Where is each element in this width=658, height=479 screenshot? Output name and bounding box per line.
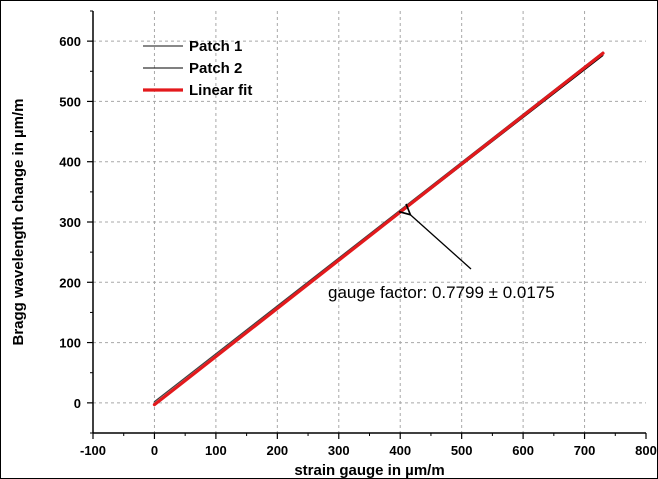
annotation: gauge factor: 0.7799 ± 0.0175: [328, 215, 555, 302]
y-tick-label: 200: [59, 275, 81, 290]
series-line: [152, 51, 605, 407]
x-tick-label: 0: [151, 443, 158, 458]
y-tick-label: 400: [59, 155, 81, 170]
x-tick-label: 800: [635, 443, 657, 458]
y-tick-label: 500: [59, 94, 81, 109]
x-tick-label: 700: [574, 443, 596, 458]
x-axis-title: strain gauge in µm/m: [294, 462, 444, 478]
x-tick-label: 500: [451, 443, 473, 458]
y-tick-label: 100: [59, 336, 81, 351]
y-axis-title: Bragg wavelength change in µm/m: [10, 98, 27, 345]
legend-label: Patch 1: [189, 38, 242, 55]
y-tick-label: 0: [74, 396, 81, 411]
annotation-arrow: [410, 215, 472, 270]
annotation-text: gauge factor: 0.7799 ± 0.0175: [328, 283, 555, 302]
grid-lines: [93, 11, 646, 433]
x-tick-label: 300: [328, 443, 350, 458]
data-series: [152, 51, 605, 407]
x-tick-label: 200: [266, 443, 288, 458]
x-tick-label: 400: [389, 443, 411, 458]
y-tick-label: 300: [59, 215, 81, 230]
x-tick-label: 600: [512, 443, 534, 458]
y-tick-label: 600: [59, 34, 81, 49]
legend-label: Linear fit: [189, 82, 252, 99]
x-tick-label: -100: [80, 443, 106, 458]
legend-label: Patch 2: [189, 60, 242, 77]
axes: -100 0 100 200 300 400 500 600 700 800 0 100 200 300 4…: [59, 10, 657, 458]
legend: Patch 1 Patch 2 Linear fit: [143, 38, 252, 99]
x-tick-label: 100: [205, 443, 227, 458]
